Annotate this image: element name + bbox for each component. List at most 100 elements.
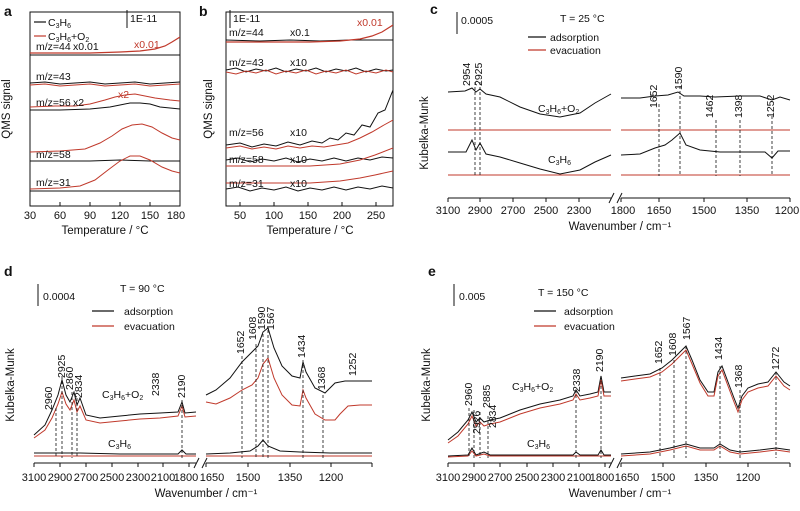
c-top-adsorption-right [621,91,791,101]
e-xtick-9: 1350 [694,472,718,484]
d-top-adsorption-right [205,327,372,396]
b-mz58-red [226,147,393,167]
panel-a-xlabel: Temperature / °C [61,225,148,237]
e-peak-2960: 2960 [463,382,475,406]
e-top-adsorption-right [620,345,791,410]
panel-b-scalebar-label: 1E-11 [233,13,260,25]
panel-b: b QMS signal 1E-11 m/z=44 x0.1 x0.01 m/z… [199,3,394,237]
e-top-evacuation-left [447,379,611,444]
d-xtick-7: 1650 [200,472,224,484]
a-mz56-red [30,93,180,108]
c-xtick-9: 1200 [775,205,799,217]
e-xtick-1: 2900 [462,472,486,484]
a-label-mz44: m/z=44 [36,41,71,53]
panel-e-title: T = 150 °C [538,287,589,299]
b-label-mz44: m/z=44 [229,27,264,39]
b-xtick-2: 150 [299,210,317,222]
b-mz44-black [226,39,393,42]
panel-e-scalebar: 0.005 [453,284,485,306]
d-peak-2338: 2338 [150,372,162,396]
a-redfactor-mz44: x0.01 [134,39,160,51]
panel-a-legend: C3H6 C3H6+O2 [34,17,89,44]
a-redfactor-mz56: x2 [118,89,129,101]
e-peak-2926: 2926 [471,410,483,434]
e-peak-1652: 1652 [653,340,665,364]
b-mz43-red [226,69,393,75]
panel-d-peak-labels: 2960 2925 2860 2834 2338 2190 1652 1608 … [43,306,359,410]
c-label-c3h6: C3H6 [548,154,571,167]
b-label-mz56: m/z=56 [229,127,264,139]
d-peak-2834: 2834 [73,374,85,398]
d-peak-1368: 1368 [316,366,328,390]
c-bottom-adsorption-right [620,132,790,159]
d-peak-1434: 1434 [296,334,308,358]
c-xtick-0: 3100 [436,205,460,217]
panel-b-letter: b [199,3,208,19]
c-bottom-adsorption-left [448,138,612,175]
panel-c-peak-labels: 2954 2925 1652 1590 1462 1398 1252 [461,62,777,118]
panel-e-letter: e [428,263,436,279]
e-bottom-evacuation-right [620,445,791,457]
e-xtick-5: 2100 [567,472,591,484]
e-peak-1368: 1368 [733,364,745,388]
a-mz43-red [30,83,180,87]
panel-d-letter: d [4,263,13,279]
c-peak-1652: 1652 [648,84,660,108]
e-top-evacuation-right [620,349,791,414]
e-xtick-6: 1800 [590,472,614,484]
panel-d-peak-lines [55,330,324,458]
c-peak-1252: 1252 [765,94,777,118]
c-legend-evacuation: evacuation [550,45,601,57]
d-xtick-1: 2900 [48,472,72,484]
b-xtick-1: 100 [265,210,283,222]
panel-e-legend: adsorption evacuation [534,306,615,333]
d-legend-adsorption: adsorption [124,306,173,318]
e-peak-1567: 1567 [681,316,693,340]
a-label-mz31: m/z=31 [36,177,71,189]
d-peak-1567: 1567 [265,306,277,330]
c-peak-1590: 1590 [673,66,685,90]
e-legend-evacuation: evacuation [564,321,615,333]
a-label-mz56: m/z=56 [36,97,71,109]
d-top-evacuation-right [205,356,372,421]
panel-c-peak-lines [474,82,773,176]
panel-a-xticks: 30 60 90 120 150 180 [24,202,185,222]
e-peak-2190: 2190 [594,348,606,372]
a-label-mz58: m/z=58 [36,149,71,161]
e-bottom-adsorption-right [620,443,791,455]
b-factor-mz56: x10 [290,127,307,139]
d-xtick-9: 1350 [278,472,302,484]
b-factor-mz43: x10 [290,57,307,69]
a-xtick-2: 90 [84,210,96,222]
a-mz31-red [30,155,180,190]
d-xtick-4: 2300 [126,472,150,484]
d-peak-1252: 1252 [347,352,359,376]
panel-a-scalebar: 1E-11 [126,10,157,28]
panel-e: e Kubelka-Munk 0.005 T = 150 °C adsorpti… [421,263,791,500]
a-xtick-0: 30 [24,210,36,222]
panel-a-trace-labels: m/z=44 x0.01 x0.01 m/z=43 m/z=56 x2 x2 m… [36,39,160,189]
panel-e-peak-labels: 2960 2926 2885 2834 2338 2190 1652 1608 … [463,316,782,434]
panel-c-xlabel: Wavenumber / cm⁻¹ [569,221,672,233]
c-top-adsorption-left [447,87,612,118]
panel-d-xlabel: Wavenumber / cm⁻¹ [155,488,258,500]
panel-b-series [226,24,393,192]
panel-e-xticks: 3100 2900 2700 2500 2300 2100 1800 1650 … [436,463,791,484]
d-peak-2190: 2190 [176,374,188,398]
c-xtick-7: 1500 [692,205,716,217]
a-mz44-red [30,36,180,54]
a-mz43-black [30,81,180,85]
panel-e-axis-break [608,457,623,469]
e-bottom-evacuation-left [447,450,611,458]
panel-c-legend: adsorption evacuation [528,32,601,57]
d-xtick-5: 2100 [151,472,175,484]
d-bottom-adsorption-right [205,439,372,455]
e-label-c3h6o2: C3H6+O2 [512,381,553,394]
d-xtick-8: 1500 [236,472,260,484]
panel-c-scalebar-label: 0.0005 [461,15,493,27]
b-factor-mz31: x10 [290,178,307,190]
panel-d-scalebar: 0.0004 [37,284,75,306]
d-peak-2860: 2860 [64,366,76,390]
panel-e-ylabel: Kubelka-Munk [421,348,433,422]
panel-c-ylabel: Kubelka-Munk [419,96,431,170]
